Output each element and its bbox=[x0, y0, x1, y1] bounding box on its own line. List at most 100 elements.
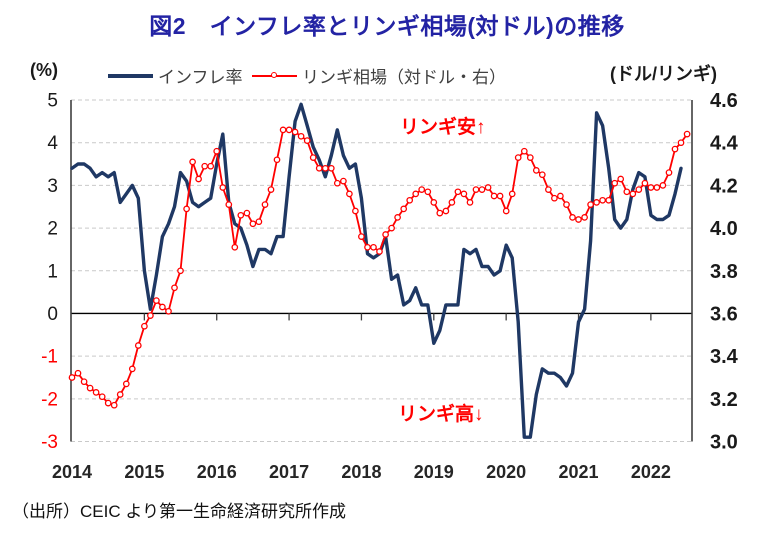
ringgit-point-marker bbox=[303, 137, 311, 144]
left-axis-unit-label: (%) bbox=[30, 60, 58, 80]
ringgit-point-marker bbox=[285, 126, 293, 134]
ringgit-point-marker bbox=[273, 156, 281, 164]
legend-item-ringgit: リンギ相場（対ドル・右） bbox=[252, 63, 506, 88]
ringgit-point-marker bbox=[400, 205, 408, 213]
left-tick-label: 4 bbox=[47, 133, 58, 154]
ringgit-point-marker bbox=[641, 179, 649, 187]
ringgit-point-marker bbox=[231, 243, 239, 251]
right-tick-label: 3.0 bbox=[710, 432, 738, 454]
ringgit-line-swatch-icon bbox=[252, 71, 297, 78]
left-tick-label: -3 bbox=[41, 432, 58, 453]
ringgit-point-marker bbox=[122, 380, 130, 388]
ringgit-point-marker bbox=[659, 182, 667, 189]
ringgit-point-marker bbox=[213, 147, 221, 155]
figure-title: 図2 インフレ率とリンギ相場(対ドル)の推移 bbox=[149, 13, 625, 39]
ringgit-point-marker bbox=[496, 192, 504, 200]
ringgit-point-marker bbox=[569, 214, 576, 221]
ringgit-point-marker bbox=[551, 194, 558, 202]
ringgit-point-marker bbox=[104, 399, 112, 407]
right-tick-label: 4.2 bbox=[710, 175, 738, 197]
ringgit-point-marker bbox=[128, 365, 136, 373]
ringgit-point-marker bbox=[321, 164, 329, 172]
ringgit-point-marker bbox=[255, 218, 263, 226]
ringgit-point-marker bbox=[327, 164, 335, 172]
ringgit-point-marker bbox=[201, 162, 209, 170]
inflation-line-swatch-icon bbox=[108, 73, 153, 78]
source-note: （出所）CEIC より第一生命経済研究所作成 bbox=[12, 502, 346, 521]
ringgit-point-marker bbox=[683, 130, 691, 138]
ringgit-point-marker bbox=[472, 186, 480, 193]
ringgit-point-marker bbox=[297, 132, 305, 140]
ringgit-point-marker bbox=[267, 186, 275, 193]
ringgit-point-marker bbox=[68, 374, 76, 381]
ringgit-point-marker bbox=[261, 201, 269, 208]
ringgit-point-marker bbox=[376, 248, 383, 255]
ringgit-point-marker bbox=[424, 188, 432, 196]
right-axis-unit-label: (ドル/リンギ) bbox=[610, 64, 717, 84]
ringgit-point-marker bbox=[315, 164, 323, 172]
ringgit-point-marker bbox=[611, 179, 619, 187]
right-tick-label: 4.6 bbox=[710, 90, 738, 112]
ringgit-point-marker bbox=[141, 322, 148, 330]
ringgit-point-marker bbox=[460, 190, 468, 198]
ringgit-point-marker bbox=[291, 128, 299, 136]
ringgit-point-marker bbox=[599, 196, 606, 204]
ringgit-point-marker bbox=[412, 190, 420, 198]
ringgit-point-marker bbox=[177, 267, 184, 275]
ringgit-point-marker bbox=[593, 199, 600, 206]
ringgit-point-marker bbox=[340, 177, 347, 185]
ringgit-point-marker bbox=[382, 231, 389, 238]
ringgit-point-marker bbox=[508, 190, 516, 198]
legend-item-inflation: インフレ率 bbox=[108, 63, 243, 88]
right-tick-label: 3.4 bbox=[710, 346, 739, 368]
ringgit-point-marker bbox=[219, 184, 227, 191]
ringgit-point-marker bbox=[237, 211, 245, 219]
ringgit-point-marker bbox=[581, 214, 588, 221]
right-tick-label: 4.0 bbox=[710, 218, 738, 240]
ringgit-point-marker bbox=[147, 312, 154, 319]
right-tick-label: 3.2 bbox=[710, 389, 738, 411]
ringgit-point-marker bbox=[635, 186, 643, 193]
ringgit-point-marker bbox=[364, 243, 371, 251]
ringgit-point-marker bbox=[653, 184, 661, 191]
ringgit-point-marker bbox=[346, 190, 353, 198]
x-year-label: 2015 bbox=[124, 462, 164, 482]
ringgit-point-marker bbox=[153, 297, 160, 304]
ringgit-point-marker bbox=[605, 196, 613, 204]
x-year-label: 2022 bbox=[631, 462, 671, 482]
ringgit-point-marker bbox=[165, 307, 172, 315]
ringgit-point-marker bbox=[623, 188, 631, 196]
ringgit-point-marker bbox=[430, 199, 438, 206]
left-tick-label: 1 bbox=[47, 261, 58, 282]
ringgit-point-marker bbox=[514, 154, 522, 161]
ringgit-point-marker bbox=[207, 162, 215, 170]
ringgit-point-marker bbox=[563, 201, 570, 208]
ringgit-point-marker bbox=[545, 186, 552, 193]
ringgit-point-marker bbox=[502, 207, 510, 215]
ringgit-point-marker bbox=[110, 401, 118, 409]
annotation-ringgit-strong: リンギ高↓ bbox=[398, 404, 484, 425]
ringgit-point-marker bbox=[358, 233, 365, 240]
ringgit-point-marker bbox=[484, 184, 492, 191]
ringgit-point-marker bbox=[442, 207, 450, 215]
ringgit-point-marker bbox=[171, 284, 178, 292]
ringgit-point-marker bbox=[388, 224, 395, 232]
ringgit-point-marker bbox=[189, 158, 196, 166]
ringgit-point-marker bbox=[243, 209, 251, 217]
x-year-label: 2018 bbox=[341, 462, 381, 482]
ringgit-point-marker bbox=[74, 369, 82, 377]
left-tick-label: 5 bbox=[47, 91, 58, 112]
left-tick-label: 0 bbox=[47, 304, 58, 325]
x-year-label: 2017 bbox=[269, 462, 309, 482]
ringgit-point-marker bbox=[629, 190, 637, 198]
right-tick-label: 3.6 bbox=[710, 303, 738, 325]
x-year-label: 2016 bbox=[197, 462, 237, 482]
ringgit-point-marker bbox=[394, 214, 401, 221]
ringgit-point-marker bbox=[538, 171, 546, 179]
x-year-label: 2014 bbox=[52, 462, 92, 482]
left-tick-label: -1 bbox=[41, 347, 58, 368]
left-tick-label: 2 bbox=[47, 219, 58, 240]
ringgit-point-marker bbox=[195, 175, 202, 183]
